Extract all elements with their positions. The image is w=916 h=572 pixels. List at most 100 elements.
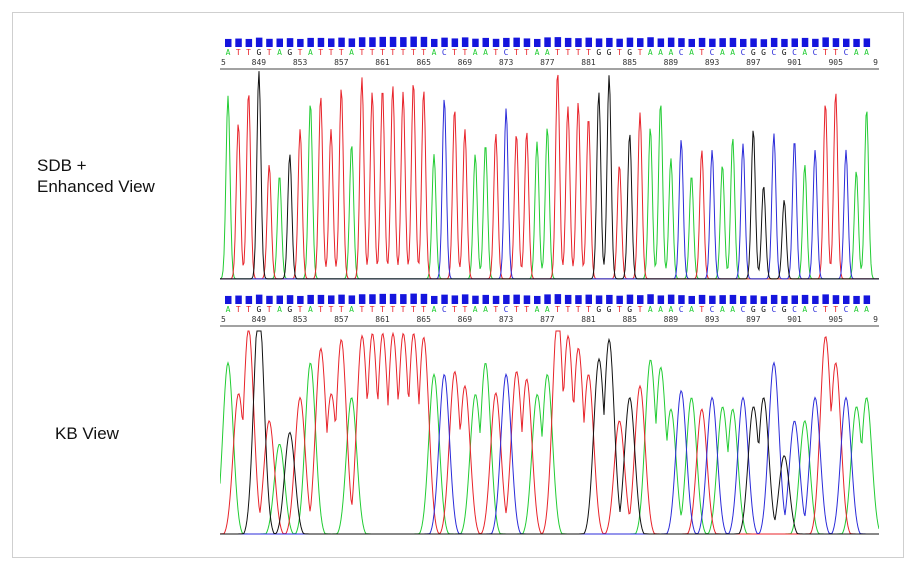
quality-bar bbox=[637, 295, 644, 304]
quality-bar bbox=[358, 37, 366, 47]
quality-bar bbox=[286, 295, 294, 304]
base-call: G bbox=[256, 305, 261, 314]
quality-bar bbox=[523, 295, 531, 304]
base-call: T bbox=[514, 305, 519, 314]
base-call: C bbox=[442, 305, 447, 314]
base-call: A bbox=[864, 305, 869, 314]
quality-bar bbox=[657, 295, 665, 304]
base-call: T bbox=[514, 48, 519, 57]
base-call: A bbox=[277, 48, 282, 57]
base-call: T bbox=[236, 305, 241, 314]
quality-bar bbox=[853, 295, 860, 304]
base-call: T bbox=[401, 305, 406, 314]
quality-bar bbox=[595, 295, 603, 304]
base-call: G bbox=[782, 305, 787, 314]
base-call: G bbox=[761, 305, 766, 314]
base-call: A bbox=[535, 48, 540, 57]
quality-bar bbox=[647, 37, 654, 47]
quality-bar bbox=[245, 38, 253, 47]
base-call: C bbox=[504, 48, 509, 57]
quality-bar bbox=[791, 38, 798, 47]
base-call: G bbox=[256, 48, 261, 57]
quality-bar bbox=[513, 37, 520, 47]
base-call: T bbox=[359, 48, 364, 57]
quality-bar bbox=[297, 38, 304, 47]
tick-label: 853 bbox=[293, 315, 308, 324]
quality-bar bbox=[369, 37, 376, 47]
base-call: T bbox=[555, 48, 560, 57]
base-call: C bbox=[710, 305, 715, 314]
base-call: T bbox=[370, 305, 375, 314]
quality-bar bbox=[503, 294, 510, 304]
kb-trace-g bbox=[220, 330, 879, 535]
base-call: A bbox=[277, 305, 282, 314]
quality-bar bbox=[276, 38, 283, 47]
quality-bar bbox=[431, 38, 438, 47]
quality-bar bbox=[616, 38, 623, 47]
base-call: A bbox=[689, 48, 694, 57]
quality-bar bbox=[492, 38, 500, 47]
quality-bar bbox=[317, 37, 325, 47]
tick-label: 861 bbox=[375, 315, 390, 324]
tick-label: 885 bbox=[622, 315, 637, 324]
quality-bar bbox=[698, 294, 706, 304]
base-call: T bbox=[318, 305, 323, 314]
base-call: C bbox=[844, 48, 849, 57]
base-call: T bbox=[401, 48, 406, 57]
tick-label: 873 bbox=[499, 315, 514, 324]
base-call: G bbox=[607, 48, 612, 57]
base-call: A bbox=[483, 48, 488, 57]
quality-bar bbox=[853, 38, 860, 47]
base-call: T bbox=[370, 48, 375, 57]
tick-label: 881 bbox=[581, 58, 596, 67]
tick-label: 897 bbox=[746, 58, 761, 67]
base-call: G bbox=[627, 48, 632, 57]
base-call: A bbox=[432, 48, 437, 57]
quality-bar bbox=[420, 293, 428, 304]
tick-label: 857 bbox=[334, 315, 349, 324]
tick-label: 849 bbox=[252, 58, 267, 67]
tick-label: 905 bbox=[828, 58, 843, 67]
base-call: G bbox=[782, 48, 787, 57]
quality-bar bbox=[678, 295, 685, 304]
base-call: A bbox=[308, 48, 313, 57]
base-call: T bbox=[236, 48, 241, 57]
quality-bar bbox=[750, 295, 757, 304]
quality-bar bbox=[451, 38, 459, 47]
base-call: T bbox=[493, 48, 498, 57]
quality-bar bbox=[667, 37, 675, 47]
quality-bar bbox=[338, 294, 345, 304]
quality-bar bbox=[770, 37, 778, 47]
base-call: A bbox=[668, 305, 673, 314]
quality-bar bbox=[348, 295, 356, 304]
tick-label: 849 bbox=[252, 315, 267, 324]
enhanced-view-label-line-1: SDB + bbox=[37, 156, 87, 175]
quality-bar bbox=[255, 294, 263, 304]
tick-label: 901 bbox=[787, 315, 802, 324]
base-call: T bbox=[452, 48, 457, 57]
base-call: T bbox=[462, 48, 467, 57]
base-call: A bbox=[689, 305, 694, 314]
base-call: C bbox=[741, 305, 746, 314]
quality-bar bbox=[297, 295, 304, 304]
quality-bar bbox=[255, 37, 263, 47]
tick-label: 873 bbox=[499, 58, 514, 67]
base-call: C bbox=[679, 48, 684, 57]
quality-bar bbox=[812, 38, 819, 47]
quality-bar bbox=[554, 37, 562, 47]
base-call: A bbox=[473, 305, 478, 314]
quality-bar bbox=[781, 38, 788, 47]
base-call: T bbox=[462, 305, 467, 314]
quality-bar bbox=[544, 294, 551, 304]
base-call: C bbox=[771, 48, 776, 57]
base-call: A bbox=[658, 305, 663, 314]
tick-label: 905 bbox=[828, 315, 843, 324]
base-call: G bbox=[627, 305, 632, 314]
tick-label: 853 bbox=[293, 58, 308, 67]
base-call: T bbox=[699, 305, 704, 314]
base-call: C bbox=[813, 305, 818, 314]
base-call: A bbox=[720, 305, 725, 314]
quality-bar bbox=[729, 294, 737, 304]
quality-bar bbox=[595, 38, 603, 47]
